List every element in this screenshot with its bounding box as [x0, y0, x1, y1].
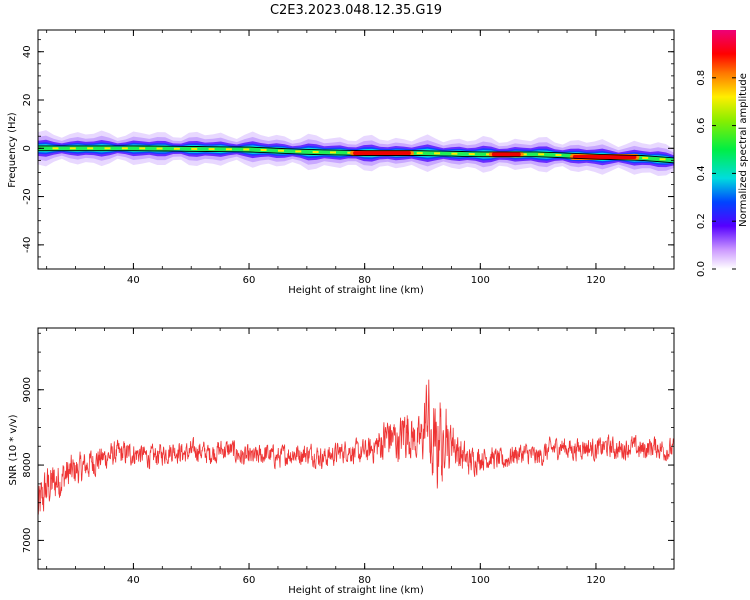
spectrogram-ytick-label: 0 — [22, 145, 33, 151]
colorbar-tick-label: 0.4 — [696, 165, 707, 181]
spectrogram-ridge-edge-dn — [38, 150, 674, 164]
spectrogram-ridge-highlight — [538, 153, 545, 156]
spectrogram-frame — [37, 29, 675, 270]
spectrogram-ytick-label: -40 — [22, 237, 33, 253]
spectrogram-ridge-highlight — [451, 152, 458, 155]
snr-frame — [37, 327, 675, 570]
spectrogram-ridge-highlight — [260, 148, 267, 151]
spectrogram-ridge-highlight — [468, 153, 475, 156]
spectrogram-xtick-label: 80 — [358, 275, 371, 286]
spectrogram-ridge-highlight — [121, 147, 128, 150]
colorbar: 0.0 0.2 0.4 0.6 0.8 Normalized spectral ampl… — [696, 30, 749, 277]
colorbar-tick-label: 0.8 — [696, 70, 707, 86]
colorbar-label: Normalized spectral amplitude — [738, 73, 749, 227]
snr-ytick-label: 7000 — [22, 528, 33, 553]
spectrogram-plot-area — [38, 130, 674, 176]
spectrogram-ridge-edge-up — [38, 145, 674, 159]
colorbar-ticks: 0.0 0.2 0.4 0.6 0.8 — [696, 70, 736, 277]
spectrogram-ridge-highlight — [104, 147, 111, 150]
spectrogram-ridge-highlight — [312, 151, 319, 154]
snr-ytick-label: 8000 — [22, 452, 33, 477]
spectrogram-ridge-highlight — [416, 152, 423, 155]
spectrogram-xtick-label: 60 — [243, 275, 256, 286]
colorbar-tick-label: 0.2 — [696, 213, 707, 229]
spectrogram-ridge-highlight — [208, 148, 215, 151]
spectrogram-xtick-label: 100 — [471, 275, 490, 286]
spectrogram-ridge-highlight — [139, 147, 146, 150]
spectrogram-ridge-highlight — [69, 147, 76, 150]
colorbar-gradient — [712, 30, 736, 269]
spectrogram-ridge-highlight — [642, 156, 649, 159]
spectrogram-peak-2 — [572, 154, 637, 159]
spectrogram-ridge-highlight — [156, 147, 163, 150]
spectrogram-ridge-highlight — [173, 147, 180, 150]
spectrogram-ridge-highlight — [555, 154, 562, 157]
snr-series-line — [38, 379, 674, 515]
spectrogram-ylabel: Frequency (Hz) — [7, 112, 18, 188]
snr-ylabel: SNR (10 * v/v) — [8, 414, 19, 485]
snr-ticks: 40 60 80 100 120 7000 8000 9000 — [22, 328, 674, 586]
spectrogram-xtick-label: 120 — [586, 275, 605, 286]
spectrogram-ytick-label: -20 — [22, 188, 33, 204]
spectrogram-ticks: 40 60 80 100 120 -40 -20 0 20 40 — [22, 30, 674, 286]
spectrogram-ridge-highlight — [87, 147, 94, 150]
spectrogram-peak-0 — [353, 151, 411, 156]
spectrogram-ridge-highlight — [191, 147, 198, 150]
spectrogram-ridge-highlight — [329, 151, 336, 154]
snr-xtick-label: 120 — [586, 575, 605, 586]
snr-ytick-label: 9000 — [22, 377, 33, 402]
spectrogram-xtick-label: 40 — [127, 275, 140, 286]
spectrogram-ridge-highlight — [225, 148, 232, 151]
snr-xtick-label: 40 — [127, 575, 140, 586]
snr-xtick-label: 60 — [243, 575, 256, 586]
spectrogram-panel: 40 60 80 100 120 -40 -20 0 20 40 Height of straig… — [7, 29, 675, 296]
colorbar-tick-label: 0.0 — [696, 261, 707, 277]
spectrogram-ridge-highlight — [243, 148, 250, 151]
snr-xtick-label: 100 — [471, 575, 490, 586]
spectrogram-ridge-highlight — [277, 149, 284, 152]
snr-xtick-label: 80 — [358, 575, 371, 586]
spectrogram-xlabel: Height of straight line (km) — [288, 285, 424, 296]
spectrogram-ridge-highlight — [434, 152, 441, 155]
spectrogram-ridge-highlight — [295, 150, 302, 153]
snr-panel: 40 60 80 100 120 7000 8000 9000 Height of strai… — [8, 327, 675, 596]
figure-title: C2E3.2023.048.12.35.G19 — [270, 3, 442, 18]
snr-xlabel: Height of straight line (km) — [288, 585, 424, 596]
spectrogram-ytick-label: 20 — [22, 94, 33, 107]
spectrogram-peak-1 — [491, 152, 521, 157]
spectrogram-ridge-highlight — [52, 147, 59, 150]
colorbar-tick-label: 0.6 — [696, 118, 707, 134]
spectrogram-ytick-label: 40 — [22, 45, 33, 58]
spectrogram-ridge-highlight — [659, 158, 666, 161]
